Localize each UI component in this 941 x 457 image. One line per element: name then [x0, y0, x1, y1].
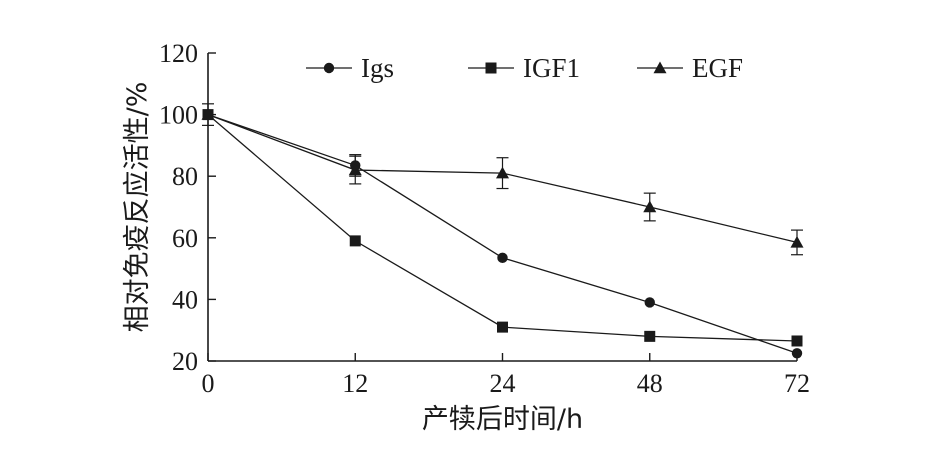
- y-axis-label: 相对免疫反应活性/%: [122, 82, 153, 333]
- data-point-egf: [496, 166, 509, 179]
- data-point-igf1: [497, 321, 508, 333]
- data-point-igf1: [349, 235, 361, 247]
- legend-label: Igs: [361, 53, 394, 83]
- legend-label: IGF1: [523, 53, 580, 83]
- x-tick-label: 24: [490, 369, 516, 398]
- series-igf1: [202, 109, 803, 347]
- y-tick-label: 60: [172, 224, 198, 253]
- series-igs: [202, 103, 803, 359]
- legend-label: EGF: [692, 53, 743, 83]
- series-line-igs: [207, 113, 798, 354]
- x-tick-label: 0: [202, 369, 215, 398]
- y-tick-label: 40: [172, 285, 198, 314]
- chart-axes: [207, 53, 797, 362]
- y-tick-label: 20: [172, 347, 198, 376]
- data-point-egf: [348, 163, 362, 176]
- legend-item-igs: Igs: [306, 53, 394, 83]
- y-tick-label: 80: [172, 162, 198, 191]
- x-ticks: 0 12 24 48 72: [202, 353, 810, 398]
- data-point-igf1: [644, 330, 656, 342]
- legend-marker-igs: [323, 62, 335, 74]
- data-point-igs: [497, 252, 508, 264]
- x-tick-label: 12: [342, 369, 368, 398]
- series-egf: [201, 108, 804, 256]
- data-point-igs: [791, 348, 803, 359]
- data-point-egf: [201, 108, 215, 120]
- data-point-igf1: [791, 335, 803, 347]
- x-tick-label: 72: [784, 369, 810, 398]
- data-point-igs: [644, 297, 655, 308]
- legend-item-igf1: IGF1: [468, 53, 580, 83]
- legend-marker-igf1: [485, 62, 497, 74]
- y-ticks: 20 40 60 80 100 120: [159, 39, 216, 376]
- legend: Igs IGF1 EGF: [306, 53, 743, 83]
- y-tick-label: 120: [159, 39, 198, 68]
- data-point-egf: [790, 235, 804, 248]
- series-group: [201, 103, 804, 359]
- legend-marker-egf: [653, 61, 667, 74]
- x-axis-label: 产犊后时间/h: [422, 404, 583, 435]
- y-tick-label: 100: [159, 101, 198, 130]
- x-tick-label: 48: [637, 369, 663, 398]
- legend-item-egf: EGF: [637, 53, 743, 83]
- data-point-egf: [643, 200, 657, 213]
